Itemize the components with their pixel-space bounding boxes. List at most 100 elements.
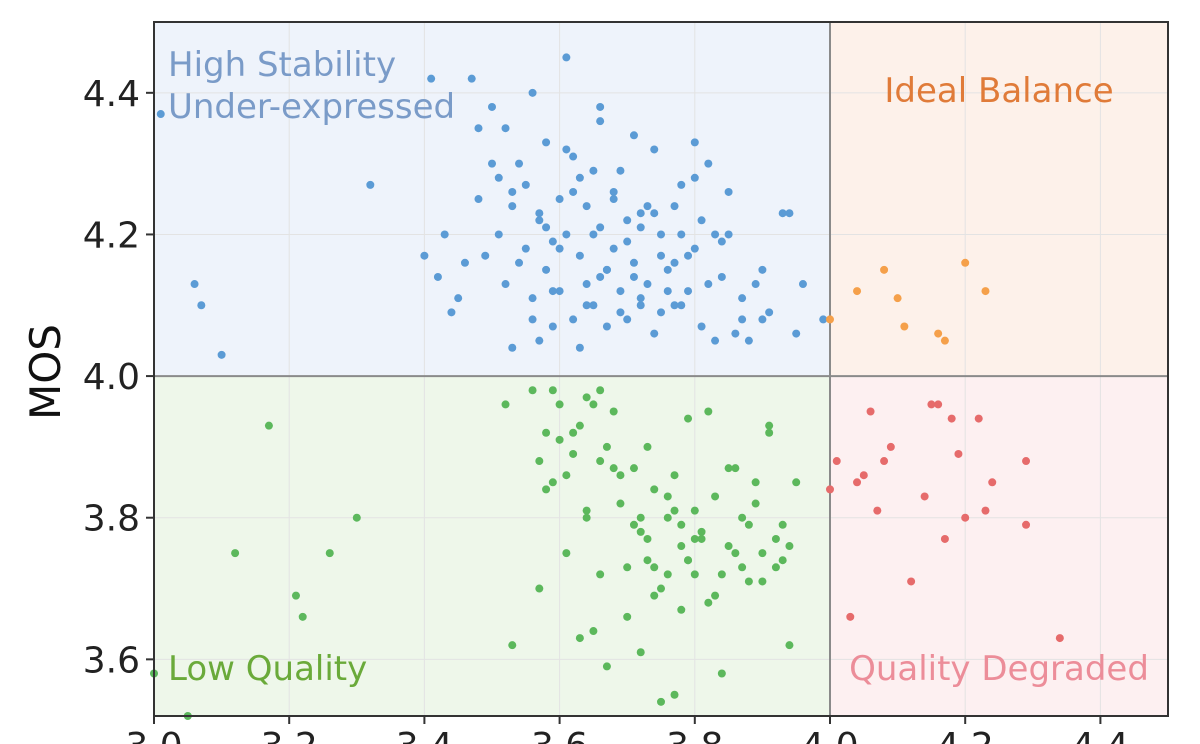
point-low-quality xyxy=(724,542,733,551)
y-tick-label: 4.4 xyxy=(83,74,140,115)
point-low-quality xyxy=(575,421,584,430)
point-low-quality xyxy=(711,591,720,600)
point-low-quality xyxy=(751,478,760,487)
point-low-quality xyxy=(670,471,679,480)
point-high-stability xyxy=(440,230,449,239)
point-high-stability xyxy=(501,280,510,289)
point-high-stability xyxy=(765,308,774,317)
point-low-quality xyxy=(677,520,686,529)
point-high-stability xyxy=(731,329,740,338)
point-high-stability xyxy=(508,187,517,196)
x-tick-label: 3.2 xyxy=(261,726,318,744)
quadrant-high-stability xyxy=(154,22,830,377)
point-low-quality xyxy=(751,499,760,508)
point-high-stability xyxy=(711,336,720,345)
point-high-stability xyxy=(684,287,693,296)
point-low-quality xyxy=(629,520,638,529)
point-high-stability xyxy=(629,272,638,281)
point-high-stability xyxy=(636,301,645,310)
quadrant-label-high-stability: High Stability Under-expressed xyxy=(168,45,455,127)
point-low-quality xyxy=(589,627,598,636)
y-tick-label: 4.0 xyxy=(83,357,140,398)
point-low-quality xyxy=(778,520,787,529)
point-high-stability xyxy=(528,315,537,324)
point-high-stability xyxy=(677,230,686,239)
point-high-stability xyxy=(521,180,530,189)
point-high-stability xyxy=(555,287,564,296)
point-low-quality xyxy=(636,648,645,657)
point-low-quality xyxy=(231,549,240,558)
plot-border xyxy=(153,21,1169,717)
point-quality-degraded xyxy=(873,506,882,515)
point-high-stability xyxy=(657,230,665,239)
point-quality-degraded xyxy=(934,400,943,409)
point-quality-degraded xyxy=(1055,634,1064,643)
point-low-quality xyxy=(690,570,699,579)
point-high-stability xyxy=(596,102,605,111)
point-low-quality xyxy=(542,428,551,437)
point-high-stability xyxy=(528,294,537,303)
point-high-stability xyxy=(744,336,753,345)
point-quality-degraded xyxy=(988,478,997,487)
tick-labels: 3.6 3.8 4.0 4.2 4.4 3.0 3.2 3.4 3.6 3.8 4.0 4.2 4.4 xyxy=(83,74,1129,744)
point-low-quality xyxy=(731,464,740,473)
point-low-quality xyxy=(697,534,706,543)
point-high-stability xyxy=(589,166,598,175)
point-high-stability xyxy=(535,209,544,218)
point-high-stability xyxy=(650,145,659,154)
point-low-quality xyxy=(657,697,665,706)
point-low-quality xyxy=(744,520,753,529)
point-high-stability xyxy=(792,329,801,338)
point-high-stability xyxy=(217,350,226,359)
point-high-stability xyxy=(515,159,524,168)
point-high-stability xyxy=(569,315,578,324)
point-high-stability xyxy=(609,244,618,253)
point-low-quality xyxy=(562,549,571,558)
quadrant-label-ideal-balance: Ideal Balance xyxy=(884,71,1113,111)
point-low-quality xyxy=(596,457,605,466)
point-high-stability xyxy=(690,138,699,147)
point-low-quality xyxy=(636,513,645,522)
point-low-quality xyxy=(508,641,517,650)
point-low-quality xyxy=(629,464,638,473)
x-tick-label: 4.4 xyxy=(1072,726,1129,744)
point-high-stability xyxy=(711,230,720,239)
point-high-stability xyxy=(602,322,611,331)
point-high-stability xyxy=(704,280,713,289)
point-quality-degraded xyxy=(846,612,855,621)
point-low-quality xyxy=(684,556,693,565)
point-quality-degraded xyxy=(981,506,990,515)
x-tick-label: 3.6 xyxy=(531,726,588,744)
point-high-stability xyxy=(596,272,605,281)
point-low-quality xyxy=(717,570,726,579)
point-low-quality xyxy=(562,471,571,480)
point-low-quality xyxy=(758,549,767,558)
point-high-stability xyxy=(670,202,679,211)
point-high-stability xyxy=(657,251,665,260)
point-ideal-balance xyxy=(893,294,902,303)
point-low-quality xyxy=(623,612,632,621)
point-high-stability xyxy=(447,308,456,317)
point-high-stability xyxy=(508,202,517,211)
point-low-quality xyxy=(548,386,557,395)
point-high-stability xyxy=(474,195,483,204)
point-high-stability xyxy=(636,209,645,218)
point-low-quality xyxy=(670,690,679,699)
point-quality-degraded xyxy=(954,449,963,458)
point-high-stability xyxy=(623,237,632,246)
point-high-stability xyxy=(650,329,659,338)
point-quality-degraded xyxy=(1022,457,1031,466)
point-high-stability xyxy=(609,195,618,204)
point-high-stability xyxy=(670,258,679,267)
point-low-quality xyxy=(663,513,672,522)
point-quality-degraded xyxy=(947,414,956,423)
point-low-quality xyxy=(569,449,578,458)
point-low-quality xyxy=(663,492,672,501)
point-low-quality xyxy=(569,428,578,437)
point-high-stability xyxy=(636,223,645,232)
point-high-stability xyxy=(501,124,510,133)
point-low-quality xyxy=(677,542,686,551)
point-high-stability xyxy=(785,209,794,218)
point-high-stability xyxy=(481,251,490,260)
point-high-stability xyxy=(488,159,496,168)
